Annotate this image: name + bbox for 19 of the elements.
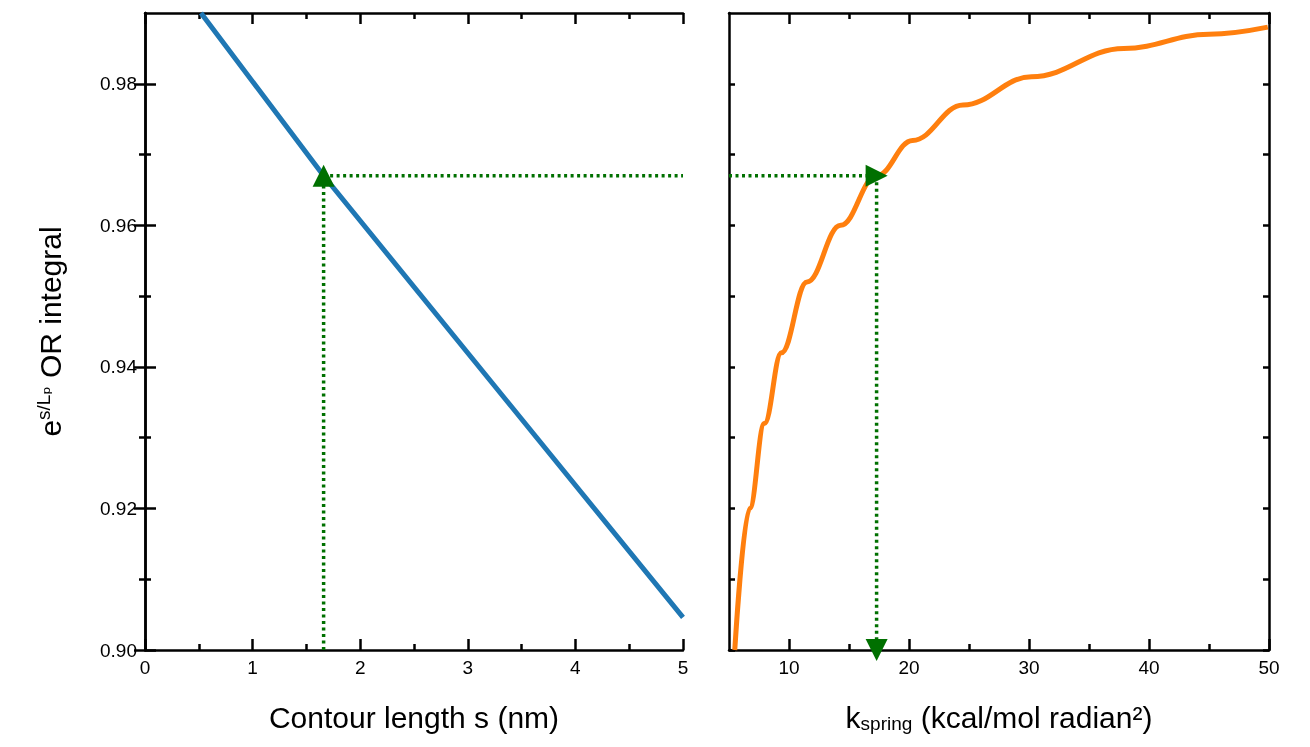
x-tick-label: 1 [247, 657, 258, 678]
y-tick-label: 0.94 [100, 356, 138, 378]
x-tick-label: 10 [778, 657, 800, 678]
x-tick-label: 20 [898, 657, 920, 678]
x-tick-label: 0 [139, 657, 151, 678]
y-tick-label: 0.96 [100, 214, 137, 236]
x-axis-title: kspring (kcal/mol radian²) [845, 701, 1153, 734]
x-tick-label: 50 [1258, 657, 1280, 678]
x-tick-label: 40 [1138, 657, 1160, 678]
y-tick-label: 0.92 [100, 497, 137, 519]
x-tick-label: 30 [1018, 657, 1040, 678]
x-tick-label: 4 [570, 657, 582, 678]
y-tick-label: 0.90 [100, 639, 137, 661]
x-tick-label: 2 [354, 657, 366, 678]
x-axis-title: Contour length s (nm) [268, 700, 560, 734]
x-tick-label: 5 [677, 657, 689, 678]
x-tick-label: 3 [462, 657, 474, 678]
y-tick-label: 0.98 [100, 73, 137, 95]
y-axis-title: es/Lₚ OR integral [33, 226, 67, 437]
